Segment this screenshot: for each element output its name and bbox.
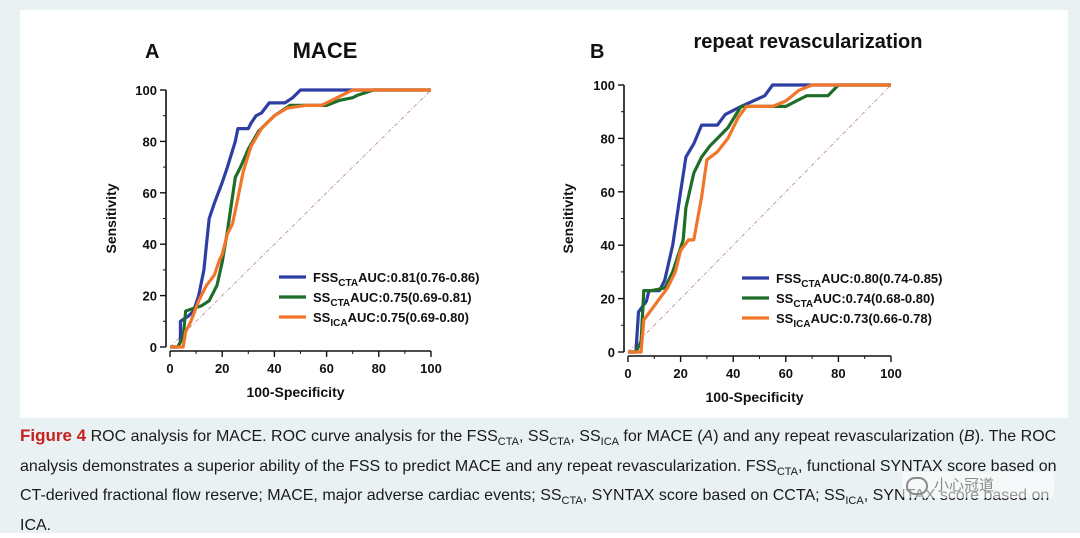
caption-text: ). The ROC analysis demonstrates a super…: [20, 428, 1057, 475]
y-tick-label: 0: [608, 345, 615, 360]
legend-auc: AUC:0.73(0.66-0.78): [811, 311, 932, 326]
figure-label: Figure 4: [20, 426, 87, 445]
y-tick-label: 40: [601, 238, 615, 253]
series-line-fss-cta: [170, 88, 431, 349]
y-tick-label: 80: [143, 134, 157, 149]
caption-subscript: ICA: [845, 495, 864, 508]
x-tick-label: 60: [319, 361, 333, 376]
legend-entry: SSCTAAUC:0.75(0.69-0.81): [313, 290, 472, 309]
caption-text: B: [964, 428, 975, 445]
x-tick-label: 40: [726, 366, 740, 381]
caption-subscript: CTA: [561, 495, 583, 508]
legend-subscript: CTA: [338, 278, 358, 289]
legend-name: FSS: [776, 271, 802, 286]
legend-name: SS: [776, 311, 794, 326]
legend-entry: SSICAAUC:0.73(0.66-0.78): [776, 311, 932, 330]
y-tick-label: 60: [601, 185, 615, 200]
watermark: 小心冠道: [902, 472, 1054, 498]
legend-auc: AUC:0.75(0.69-0.80): [348, 310, 469, 325]
y-tick-label: 80: [601, 131, 615, 146]
x-tick-label: 20: [673, 366, 687, 381]
caption-text: ROC analysis for MACE. ROC curve analysi…: [86, 428, 498, 445]
legend-entry: SSCTAAUC:0.74(0.68-0.80): [776, 291, 935, 310]
x-tick-label: 100: [420, 361, 442, 376]
caption-text: , functional SYNTAX score based on CT-de…: [20, 457, 1057, 505]
x-tick-label: 80: [831, 366, 845, 381]
figure-caption: Figure 4 ROC analysis for MACE. ROC curv…: [20, 424, 1072, 538]
series-line-ss-ica: [628, 83, 891, 354]
y-axis-label: Sensitivity: [103, 183, 119, 253]
x-tick-label: 0: [624, 366, 631, 381]
caption-subscript: ICA: [600, 436, 619, 449]
legend-auc: AUC:0.74(0.68-0.80): [813, 291, 934, 306]
legend-auc: AUC:0.81(0.76-0.86): [358, 270, 479, 285]
legend-subscript: CTA: [330, 298, 350, 309]
y-tick-label: 100: [593, 78, 615, 93]
legend-auc: AUC:0.80(0.74-0.85): [821, 271, 942, 286]
legend-subscript: ICA: [330, 318, 347, 329]
x-tick-label: 20: [215, 361, 229, 376]
legend-subscript: ICA: [793, 319, 810, 330]
legend-subscript: CTA: [801, 279, 821, 290]
y-tick-label: 40: [143, 237, 157, 252]
series-line-ss-cta: [170, 88, 431, 349]
caption-text: , SYNTAX score based on CCTA; SS: [582, 487, 846, 505]
caption-subscript: CTA: [549, 436, 571, 449]
series-line-ss-ica: [170, 88, 431, 349]
series-line-fss-cta: [628, 83, 891, 354]
x-tick-label: 60: [779, 366, 793, 381]
watermark-text: 小心冠道: [934, 476, 995, 494]
panel-letter: A: [145, 41, 159, 63]
caption-subscript: CTA: [776, 465, 798, 478]
x-axis-label: 100-Specificity: [705, 389, 803, 405]
caption-text: for MACE (: [618, 428, 703, 445]
y-tick-label: 20: [143, 289, 157, 304]
plot-area: [20, 10, 1068, 418]
y-tick-label: 60: [143, 186, 157, 201]
legend-entry: SSICAAUC:0.75(0.69-0.80): [313, 310, 469, 329]
legend-auc: AUC:0.75(0.69-0.81): [350, 290, 471, 305]
x-tick-label: 100: [880, 366, 902, 381]
chart-panel-a: A MACE 0 20 40 60 80 100 0 20 40 60 80 100 100-Specifi…: [103, 38, 480, 400]
chart-title: repeat revascularization: [694, 31, 923, 53]
x-tick-label: 80: [372, 361, 386, 376]
reference-diagonal: [627, 84, 892, 353]
wechat-icon: [906, 476, 928, 495]
y-axis-label: Sensitivity: [560, 183, 576, 253]
y-tick-label: 0: [150, 340, 157, 355]
chart-title: MACE: [293, 38, 358, 63]
caption-text: ) and any repeat revascularization (: [713, 428, 965, 445]
caption-text: , SS: [518, 428, 550, 445]
caption-subscript: CTA: [497, 436, 519, 449]
reference-diagonal: [169, 89, 432, 348]
caption-text: , SS: [570, 428, 601, 445]
x-tick-label: 40: [267, 361, 281, 376]
x-tick-label: 0: [166, 361, 173, 376]
caption-body: ROC analysis for MACE. ROC curve analysi…: [20, 428, 1057, 534]
legend-name: SS: [313, 310, 331, 325]
roc-charts: A MACE 0 20 40 60 80 100 0 20 40 60 80 100 100-Specifi…: [103, 31, 943, 405]
legend-name: SS: [313, 290, 331, 305]
series-line-ss-cta: [628, 83, 891, 354]
y-tick-label: 20: [601, 292, 615, 307]
y-tick-label: 100: [135, 83, 157, 98]
x-axis-label: 100-Specificity: [246, 384, 344, 400]
legend-name: FSS: [313, 270, 339, 285]
legend-subscript: CTA: [793, 299, 813, 310]
caption-text: A: [702, 428, 714, 445]
legend-entry: FSSCTAAUC:0.80(0.74-0.85): [776, 271, 943, 290]
legend-entry: FSSCTAAUC:0.81(0.76-0.86): [313, 270, 480, 289]
panel-letter: B: [590, 41, 604, 63]
legend-name: SS: [776, 291, 794, 306]
